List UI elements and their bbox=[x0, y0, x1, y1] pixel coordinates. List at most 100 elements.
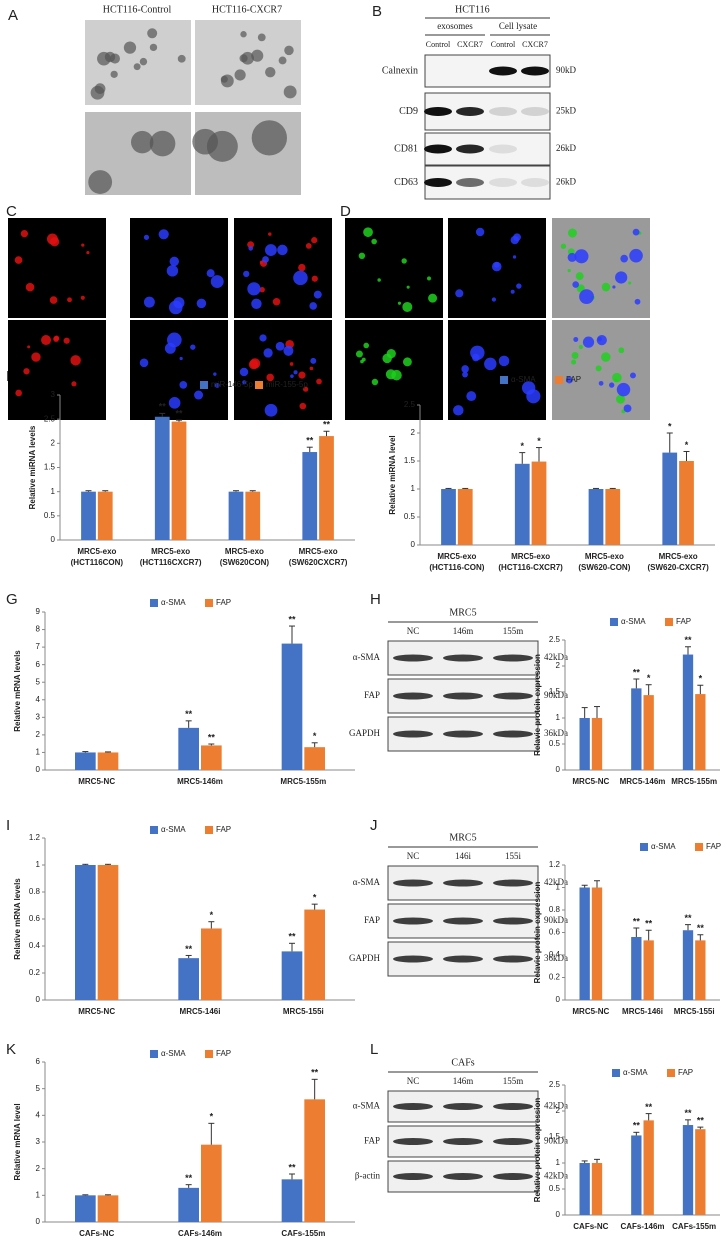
band bbox=[443, 879, 483, 887]
vesicle bbox=[251, 120, 288, 156]
panel-letter: H bbox=[370, 591, 381, 608]
lane-label: Control bbox=[426, 40, 451, 49]
legend-swatch bbox=[610, 618, 618, 626]
x-tick-label: MRC5-exo bbox=[77, 547, 116, 556]
error-bar bbox=[633, 678, 640, 689]
panel-letter: L bbox=[370, 1041, 378, 1058]
protein-label: Calnexin bbox=[382, 65, 418, 76]
y-tick-label: 3 bbox=[36, 1137, 41, 1146]
lane-label: NC bbox=[407, 626, 420, 636]
band bbox=[493, 692, 533, 700]
error-bar bbox=[645, 929, 652, 941]
bar bbox=[579, 1163, 590, 1215]
legend-label: α-SMA bbox=[651, 842, 676, 851]
legend-label: FAP bbox=[566, 375, 581, 384]
y-tick-label: 0.5 bbox=[404, 512, 416, 521]
y-tick-label: 1.5 bbox=[404, 456, 416, 465]
signal bbox=[634, 298, 641, 305]
error-bar bbox=[697, 684, 704, 695]
bar bbox=[304, 909, 325, 1000]
y-tick-label: 0.2 bbox=[549, 973, 561, 982]
significance: ** bbox=[633, 1121, 641, 1131]
bar bbox=[695, 694, 706, 770]
x-tick-label: MRC5-exo bbox=[659, 552, 698, 561]
lane-label: CXCR7 bbox=[522, 40, 548, 49]
signal bbox=[428, 293, 438, 303]
signal bbox=[243, 270, 250, 278]
band bbox=[393, 654, 433, 662]
signal bbox=[268, 232, 272, 236]
x-tick-label: MRC5-146i bbox=[180, 1007, 221, 1016]
signal bbox=[309, 302, 317, 310]
band bbox=[489, 144, 517, 154]
error-bar bbox=[594, 706, 600, 718]
x-tick-label: (HCT116CXCR7) bbox=[140, 558, 202, 567]
signal bbox=[251, 298, 262, 309]
size-label: 25kD bbox=[556, 106, 577, 116]
legend-swatch bbox=[695, 843, 703, 851]
vesicle bbox=[239, 54, 248, 63]
error-bar bbox=[105, 863, 111, 865]
error-bar bbox=[685, 646, 691, 655]
x-tick-label: MRC5-155m bbox=[280, 777, 326, 786]
vesicle bbox=[234, 69, 246, 81]
x-tick-label: MRC5-exo bbox=[299, 547, 338, 556]
bar bbox=[75, 865, 96, 1000]
y-tick-label: 0.6 bbox=[29, 914, 41, 923]
bar bbox=[302, 452, 318, 540]
band bbox=[393, 1173, 433, 1180]
y-axis-label: Relavie protein expression bbox=[533, 881, 542, 983]
vesicle bbox=[149, 43, 158, 52]
y-tick-label: 0.6 bbox=[549, 928, 561, 937]
signal bbox=[491, 261, 502, 272]
signal bbox=[521, 381, 536, 395]
significance: ** bbox=[633, 667, 641, 677]
signal bbox=[475, 227, 485, 237]
signal bbox=[143, 296, 155, 308]
y-tick-label: 1 bbox=[556, 1158, 561, 1167]
bar bbox=[631, 1135, 642, 1215]
vesicle bbox=[220, 74, 234, 88]
significance: * bbox=[210, 1112, 214, 1122]
signal bbox=[247, 282, 261, 296]
legend-swatch bbox=[612, 1069, 620, 1077]
signal bbox=[266, 373, 274, 382]
bar bbox=[304, 747, 325, 770]
error-bar bbox=[594, 880, 600, 888]
signal bbox=[289, 362, 294, 366]
band bbox=[393, 730, 433, 738]
bar bbox=[81, 491, 96, 540]
signal bbox=[371, 238, 377, 245]
y-tick-label: 2 bbox=[36, 730, 41, 739]
vesicle bbox=[278, 56, 287, 65]
error-bar bbox=[683, 450, 690, 461]
panel-letter: J bbox=[370, 817, 378, 834]
y-tick-label: 8 bbox=[36, 625, 41, 634]
x-tick-label: (HCT116CON) bbox=[71, 558, 124, 567]
bar bbox=[319, 436, 334, 540]
signal bbox=[571, 359, 577, 365]
image-title: HCT116-CXCR7 bbox=[212, 4, 282, 15]
bar bbox=[281, 1179, 303, 1222]
signal bbox=[139, 358, 149, 368]
signal bbox=[168, 396, 181, 409]
error-bar bbox=[82, 863, 89, 865]
lane-label: 155m bbox=[503, 626, 524, 636]
lane-label: Control bbox=[491, 40, 516, 49]
lane-label: 146m bbox=[453, 1076, 474, 1086]
error-bar bbox=[289, 625, 295, 644]
bar bbox=[228, 491, 244, 540]
signal bbox=[629, 372, 636, 379]
error-bar bbox=[581, 707, 588, 718]
bar bbox=[178, 958, 199, 1000]
signal bbox=[560, 243, 567, 249]
panel-letter: A bbox=[8, 7, 18, 24]
x-tick-label: (SW620-CON) bbox=[578, 563, 630, 572]
vesicle bbox=[90, 85, 105, 100]
signal bbox=[158, 229, 169, 240]
bar bbox=[75, 1195, 96, 1222]
legend-label: α-SMA bbox=[161, 598, 186, 607]
signal bbox=[262, 256, 269, 263]
band bbox=[493, 1103, 533, 1110]
